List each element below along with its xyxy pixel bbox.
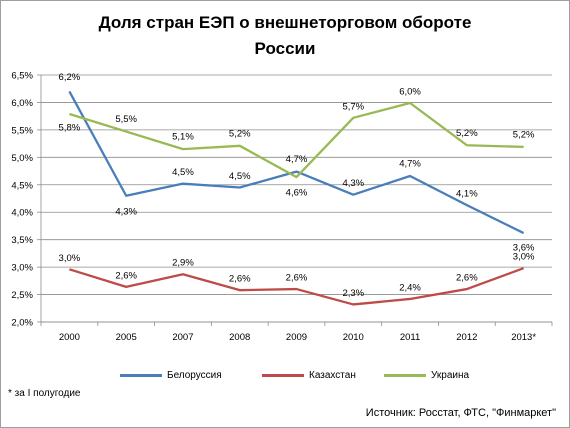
y-tick-label: 4,5% [11,180,33,191]
series-line-kazakhstan [69,267,525,306]
chart-title-line-1: Доля стран ЕЭП о внешнеторговом обороте [98,13,472,32]
data-label-belarus: 4,1% [456,189,478,200]
x-tick-label: 2007 [172,332,193,343]
data-label-ukraine: 5,8% [59,122,81,133]
y-tick-label: 6,0% [11,98,33,109]
legend-label-belarus: Белоруссия [167,370,222,381]
data-label-kazakhstan: 2,6% [229,274,251,285]
y-tick-label: 3,5% [11,235,33,246]
data-label-kazakhstan: 3,0% [59,253,81,264]
chart-title: Доля стран ЕЭП о внешнеторговом обороте … [0,10,570,62]
footnote: * за I полугодие [8,388,81,399]
legend-swatch-ukraine [384,374,426,377]
legend-swatch-kazakhstan [262,374,304,377]
legend-swatch-belarus [120,374,162,377]
data-label-ukraine: 5,5% [115,114,137,125]
y-tick-label: 4,0% [11,208,33,219]
data-label-ukraine: 5,2% [229,128,251,139]
data-label-belarus: 4,7% [399,158,421,169]
series-line-belarus [68,90,525,235]
x-tick-label: 2013* [511,332,536,343]
data-label-ukraine: 5,7% [342,101,364,112]
data-label-kazakhstan: 3,0% [513,252,535,263]
x-tick-label: 2012 [456,332,477,343]
data-label-ukraine: 5,1% [172,132,194,143]
data-label-kazakhstan: 2,3% [342,288,364,299]
y-tick-label: 2,5% [11,290,33,301]
data-label-belarus: 4,5% [172,167,194,178]
data-label-belarus: 4,3% [115,206,137,217]
series-line-ukraine [69,101,524,179]
data-label-ukraine: 5,2% [456,128,478,139]
data-label-ukraine: 6,0% [399,86,421,97]
data-label-belarus: 4,7% [286,154,308,165]
legend-item-ukraine: Украина [384,370,469,381]
data-label-kazakhstan: 2,9% [172,258,194,269]
data-label-ukraine: 4,6% [286,188,308,199]
data-label-belarus: 4,3% [342,178,364,189]
data-label-belarus: 6,2% [59,72,81,83]
y-tick-label: 5,5% [11,125,33,136]
chart-title-line-2: России [254,39,316,58]
y-tick-label: 2,0% [11,318,33,329]
data-label-kazakhstan: 2,6% [286,273,308,284]
data-label-belarus: 4,5% [229,171,251,182]
x-tick-label: 2010 [343,332,364,343]
data-label-kazakhstan: 2,4% [399,282,421,293]
x-tick-label: 2005 [116,332,137,343]
data-label-belarus: 3,6% [513,243,535,254]
legend-label-kazakhstan: Казахстан [309,370,356,381]
legend-item-belarus: Белоруссия [120,370,222,381]
data-label-kazakhstan: 2,6% [456,273,478,284]
x-tick-label: 2008 [229,332,250,343]
y-tick-label: 6,5% [11,71,33,82]
legend-label-ukraine: Украина [431,370,470,381]
legend-item-kazakhstan: Казахстан [262,370,356,381]
x-tick-label: 2009 [286,332,307,343]
data-label-kazakhstan: 2,6% [115,270,137,281]
data-label-ukraine: 5,2% [513,129,535,140]
source-note: Источник: Росстат, ФТС, "Финмаркет" [365,407,556,419]
y-tick-label: 5,0% [11,153,33,164]
x-tick-label: 2000 [59,332,80,343]
y-tick-label: 3,0% [11,263,33,274]
x-tick-label: 2011 [400,332,420,343]
